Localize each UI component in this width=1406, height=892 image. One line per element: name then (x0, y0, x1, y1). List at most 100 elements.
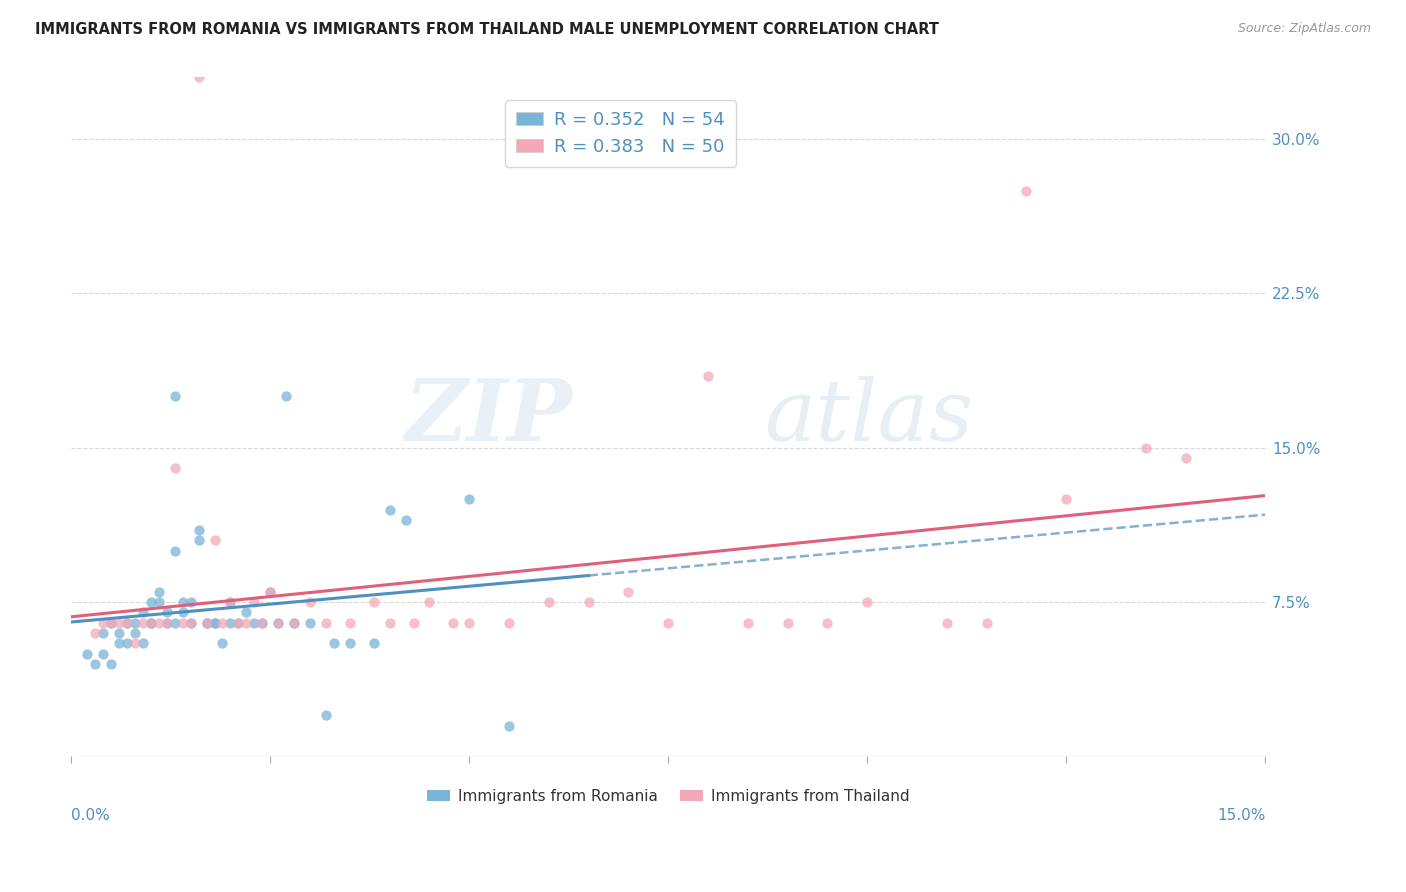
Point (156, 606, 179, 620)
Point (187, 70, 209, 85)
Point (156, 615, 179, 630)
Point (578, 595, 600, 609)
Point (1174, 451, 1197, 466)
Point (1135, 441, 1157, 455)
Point (204, 615, 226, 630)
Point (259, 584, 281, 599)
Point (91, 647, 114, 661)
Point (180, 615, 202, 630)
Point (180, 615, 202, 630)
Point (100, 657, 122, 671)
Point (124, 615, 146, 630)
Point (124, 636, 146, 650)
Point (219, 595, 242, 609)
Legend: Immigrants from Romania, Immigrants from Thailand: Immigrants from Romania, Immigrants from… (420, 782, 915, 810)
Point (180, 595, 202, 609)
Point (537, 595, 560, 609)
Point (267, 615, 290, 630)
Point (402, 615, 425, 630)
Point (299, 595, 322, 609)
Point (315, 615, 337, 630)
Point (339, 615, 361, 630)
Text: ZIP: ZIP (405, 376, 572, 458)
Point (139, 615, 162, 630)
Point (84, 626, 107, 640)
Point (91, 626, 114, 640)
Point (219, 615, 242, 630)
Point (211, 615, 233, 630)
Point (195, 615, 218, 630)
Point (235, 606, 257, 620)
Point (458, 492, 481, 507)
Point (163, 615, 186, 630)
Point (124, 626, 146, 640)
Point (299, 615, 322, 630)
Point (441, 615, 464, 630)
Point (139, 615, 162, 630)
Point (458, 615, 481, 630)
Point (315, 708, 337, 723)
Point (498, 718, 520, 732)
Point (100, 615, 122, 630)
Point (498, 615, 520, 630)
Point (776, 615, 799, 630)
Point (156, 615, 179, 630)
Point (195, 615, 218, 630)
Point (378, 615, 401, 630)
Point (259, 584, 281, 599)
Point (115, 615, 138, 630)
Point (378, 502, 401, 516)
Point (228, 615, 250, 630)
Point (211, 636, 233, 650)
Point (283, 615, 305, 630)
Point (163, 543, 186, 558)
Point (172, 615, 194, 630)
Point (394, 513, 416, 527)
Point (1054, 492, 1077, 507)
Point (84, 657, 107, 671)
Point (132, 606, 155, 620)
Point (163, 389, 186, 403)
Point (322, 636, 344, 650)
Point (115, 636, 138, 650)
Text: 15.0%: 15.0% (1216, 808, 1265, 823)
Point (108, 626, 131, 640)
Text: atlas: atlas (763, 376, 973, 458)
Point (267, 615, 290, 630)
Point (195, 615, 218, 630)
Point (228, 615, 250, 630)
Point (1015, 184, 1038, 198)
Point (163, 461, 186, 475)
Point (187, 533, 209, 548)
Point (276, 389, 298, 403)
Point (363, 595, 385, 609)
Point (363, 636, 385, 650)
Point (817, 615, 839, 630)
Point (187, 523, 209, 537)
Point (139, 615, 162, 630)
Point (935, 615, 957, 630)
Point (139, 595, 162, 609)
Point (252, 615, 274, 630)
Point (737, 615, 759, 630)
Point (91, 615, 114, 630)
Point (148, 584, 170, 599)
Point (204, 615, 226, 630)
Point (252, 615, 274, 630)
Point (243, 595, 266, 609)
Point (204, 533, 226, 548)
Point (172, 595, 194, 609)
Point (100, 615, 122, 630)
Text: IMMIGRANTS FROM ROMANIA VS IMMIGRANTS FROM THAILAND MALE UNEMPLOYMENT CORRELATIO: IMMIGRANTS FROM ROMANIA VS IMMIGRANTS FR… (35, 22, 939, 37)
Point (76, 647, 98, 661)
Point (219, 595, 242, 609)
Point (856, 595, 879, 609)
Point (243, 615, 266, 630)
Text: Source: ZipAtlas.com: Source: ZipAtlas.com (1237, 22, 1371, 36)
Point (283, 615, 305, 630)
Point (132, 636, 155, 650)
Point (235, 615, 257, 630)
Point (132, 615, 155, 630)
Point (617, 584, 640, 599)
Point (657, 615, 679, 630)
